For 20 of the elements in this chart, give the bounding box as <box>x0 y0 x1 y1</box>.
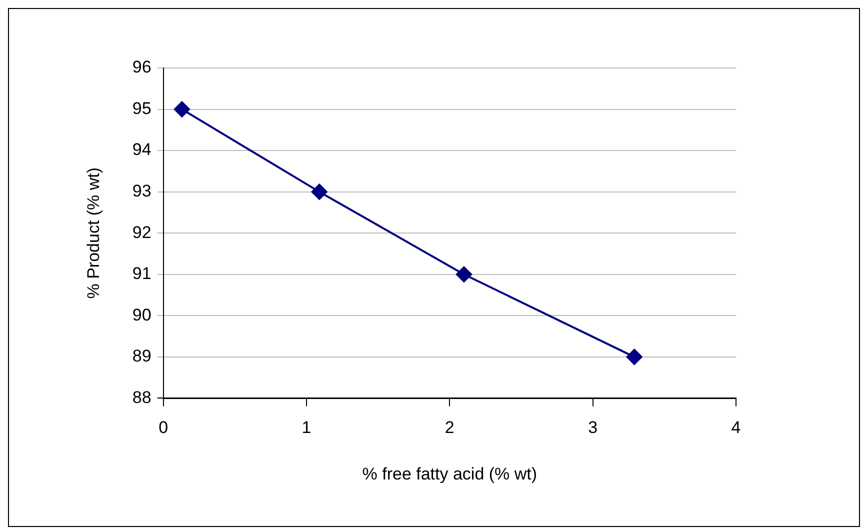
x-tick-label: 2 <box>444 418 454 438</box>
x-tick-label: 4 <box>731 418 741 438</box>
x-tick-label: 0 <box>158 418 168 438</box>
y-tick-label: 92 <box>132 222 152 242</box>
y-tick-label: 94 <box>132 140 152 160</box>
y-tick-label: 89 <box>132 346 152 366</box>
point <box>456 266 472 282</box>
y-tick-label: 91 <box>132 264 152 284</box>
point <box>626 348 642 365</box>
y-tick-label: 95 <box>132 98 152 118</box>
point <box>311 184 328 200</box>
y-axis-title: % Product (% wt) <box>84 167 103 299</box>
x-axis-title: % free fatty acid (% wt) <box>362 464 538 484</box>
y-tick-label: 93 <box>132 182 152 201</box>
x-tick-label: 3 <box>588 418 598 438</box>
y-tick-label: 96 <box>132 58 152 77</box>
y-tick-label: 90 <box>132 305 152 324</box>
y-tick-label: 88 <box>132 388 152 407</box>
x-tick-label: 1 <box>302 418 312 438</box>
point <box>174 101 190 118</box>
